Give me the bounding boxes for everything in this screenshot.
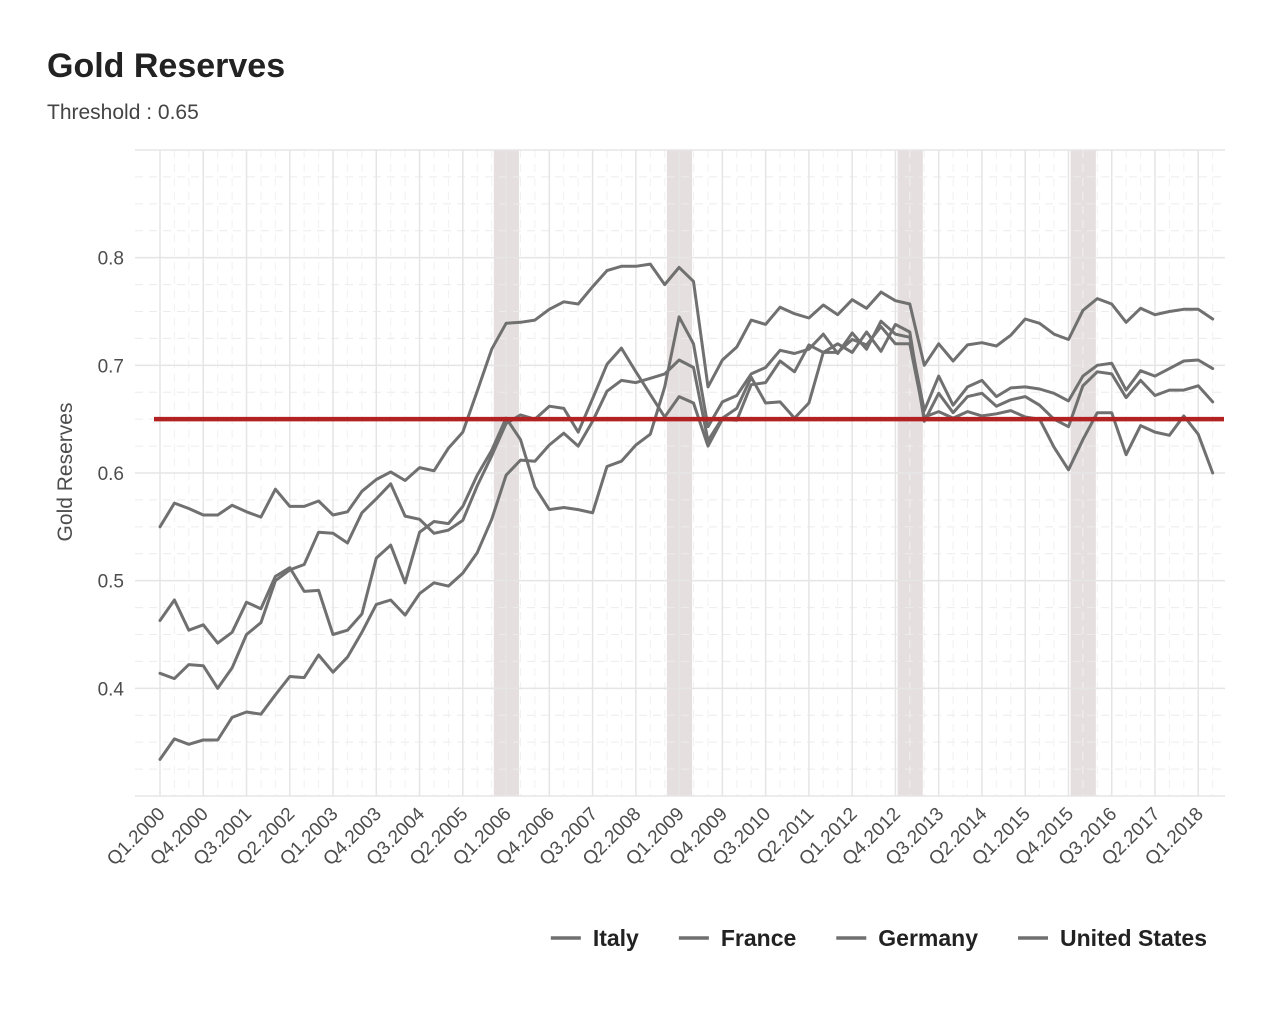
x-axis-ticks: Q1.2000Q4.2000Q3.2001Q2.2002Q1.2003Q4.20… bbox=[103, 803, 1208, 870]
legend-label: Italy bbox=[593, 925, 639, 951]
y-axis-label: Gold Reserves bbox=[54, 403, 77, 542]
legend: Italy France Germany United States bbox=[550, 925, 1207, 951]
y-axis-ticks: 0.4 0.5 0.6 0.7 0.8 bbox=[98, 249, 125, 701]
y-tick-label: 0.6 bbox=[98, 464, 124, 485]
series-line-germany bbox=[158, 322, 1215, 690]
y-tick-label: 0.8 bbox=[98, 249, 124, 270]
legend-label: France bbox=[721, 925, 796, 951]
y-tick-label: 0.7 bbox=[98, 356, 124, 377]
series-line-italy bbox=[158, 262, 1215, 529]
series-lines bbox=[158, 262, 1215, 761]
major-gridlines bbox=[135, 149, 1225, 797]
legend-label: Germany bbox=[878, 925, 978, 951]
chart-title: Gold Reserves bbox=[47, 47, 285, 85]
y-tick-label: 0.4 bbox=[98, 679, 125, 700]
series-line-france bbox=[158, 315, 1215, 645]
legend-label: United States bbox=[1060, 925, 1207, 951]
chart-subtitle: Threshold : 0.65 bbox=[47, 101, 199, 124]
y-tick-label: 0.5 bbox=[98, 572, 124, 593]
